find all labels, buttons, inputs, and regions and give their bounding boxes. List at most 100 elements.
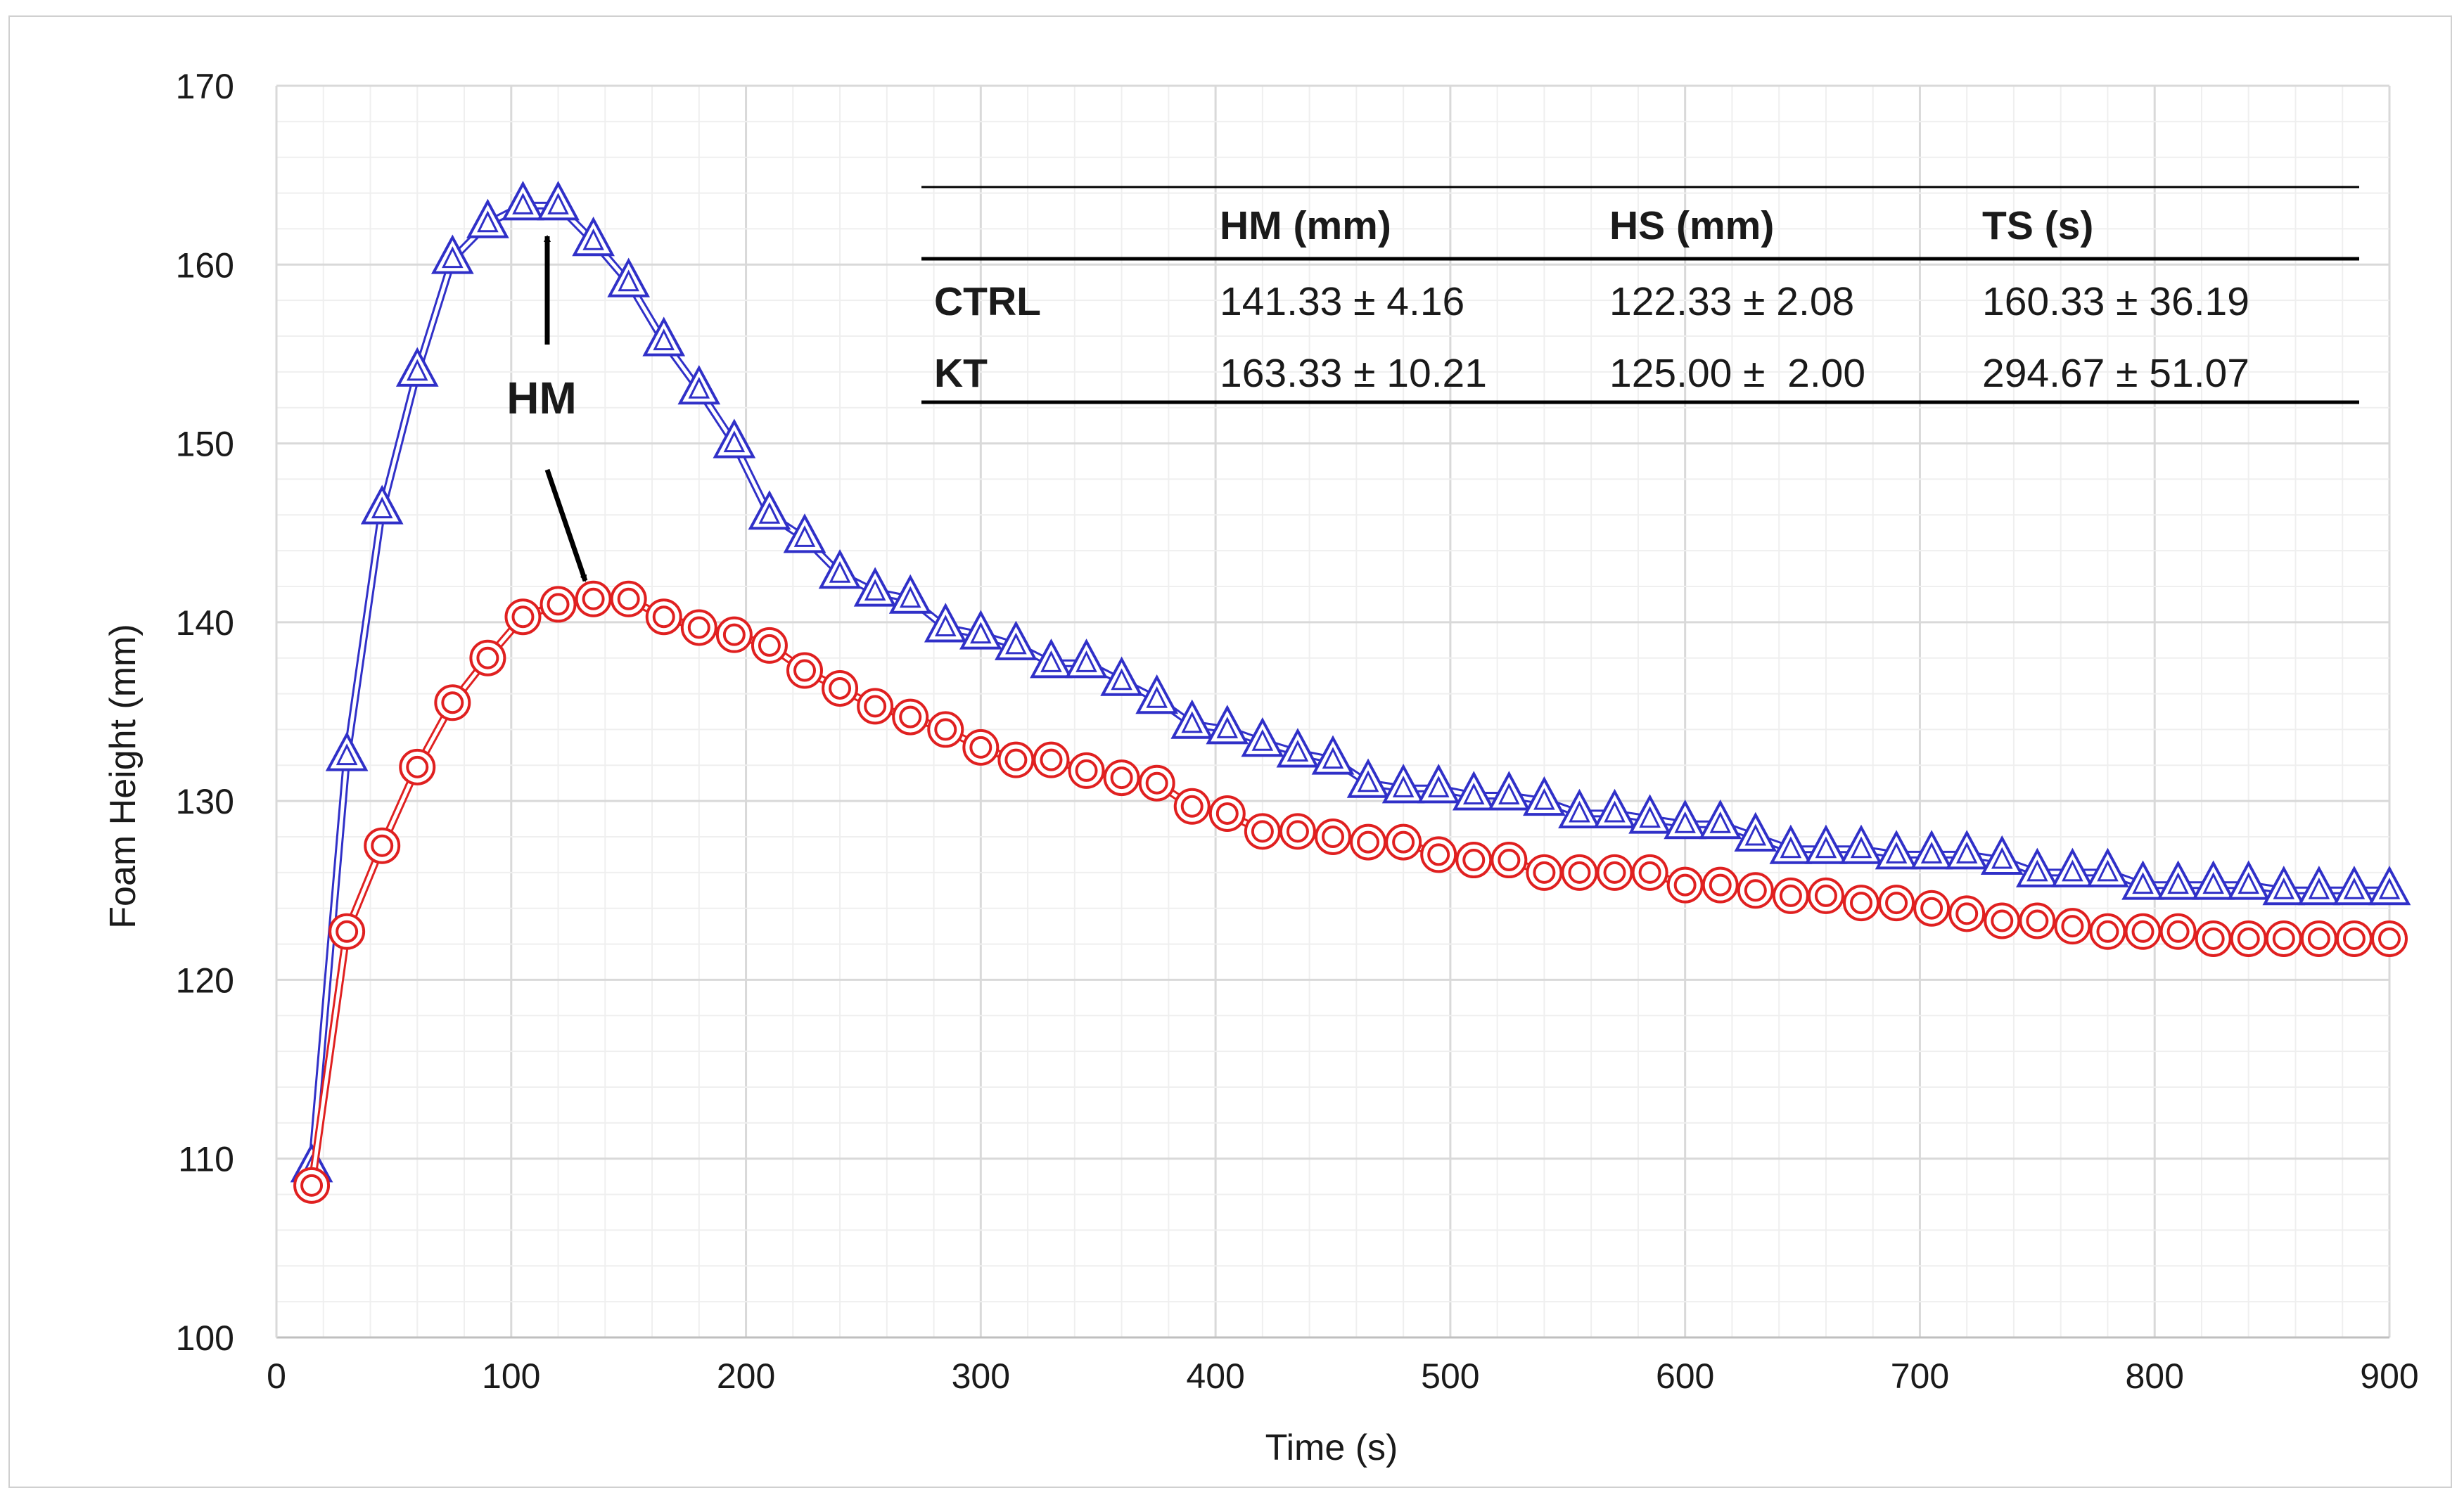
x-tick-label: 200 [717, 1356, 775, 1396]
data-point-inner-ctrl [1885, 892, 1908, 915]
data-point-inner-kt [618, 269, 639, 292]
data-point-inner-kt [2132, 872, 2154, 894]
data-point-ctrl [2335, 920, 2373, 957]
hm-label: HM [506, 373, 577, 423]
data-point-inner-kt [934, 615, 957, 636]
data-point-inner-kt [1322, 747, 1344, 769]
data-point-inner-ctrl [899, 705, 922, 728]
series-line-ctrl [307, 595, 2389, 1186]
data-point-kt [1030, 638, 1073, 679]
data-point-inner-kt [1040, 650, 1062, 672]
data-point-inner-ctrl [1004, 748, 1028, 771]
data-point-inner-ctrl [652, 605, 675, 629]
data-point-inner-ctrl [2166, 920, 2190, 943]
data-point-ctrl [2265, 920, 2302, 957]
data-point-kt [995, 620, 1038, 660]
data-point-ctrl [1350, 823, 1387, 861]
data-point-inner-kt [2238, 872, 2260, 894]
data-point-inner-ctrl [441, 691, 464, 714]
data-point-ctrl [1596, 854, 1633, 891]
data-point-ctrl [645, 598, 682, 636]
table-header-ts: TS (s) [1982, 203, 2093, 248]
data-point-kt [1311, 735, 1355, 775]
y-tick-label: 170 [176, 67, 234, 106]
data-point-inner-kt [1885, 842, 1908, 864]
gridlines [275, 84, 2391, 1339]
data-point-inner-kt [2202, 872, 2224, 894]
data-point-kt [1417, 764, 1460, 804]
data-point-kt [1699, 799, 1742, 840]
data-point-inner-ctrl [617, 587, 640, 610]
data-point-kt [677, 365, 721, 405]
data-point-ctrl [715, 616, 753, 653]
data-point-inner-ctrl [1498, 849, 1521, 872]
table-row-kt-hm: 163.33 ± 10.21 [1220, 351, 1487, 396]
data-point-ctrl [434, 684, 471, 721]
data-point-ctrl [751, 627, 788, 664]
data-point-ctrl [1420, 836, 1457, 873]
data-point-ctrl [822, 669, 859, 707]
data-point-ctrl [1702, 866, 1739, 904]
data-point-kt [1381, 764, 1425, 804]
y-tick-label: 130 [176, 782, 234, 821]
data-point-inner-kt [829, 560, 851, 583]
data-point-kt [713, 418, 756, 458]
data-point-kt [2192, 860, 2235, 900]
data-point-inner-kt [582, 228, 604, 250]
table-header-hm: HM (mm) [1220, 203, 1391, 248]
x-tick-label: 100 [482, 1356, 540, 1396]
data-point-kt [1628, 794, 1671, 834]
data-point-inner-kt [1639, 806, 1661, 828]
data-point-ctrl [1244, 813, 1281, 850]
data-point-inner-kt [2167, 872, 2189, 894]
data-point-kt [818, 548, 862, 589]
data-point-kt [924, 603, 967, 643]
data-point-inner-kt [1498, 783, 1520, 805]
data-point-ctrl [1208, 795, 1246, 832]
series-line-kt [307, 201, 2389, 1168]
y-tick-label: 120 [176, 961, 234, 1000]
data-point-inner-ctrl [1215, 802, 1239, 825]
data-point-inner-ctrl [1180, 795, 1204, 818]
data-point-inner-ctrl [1568, 861, 1591, 884]
data-point-ctrl [927, 711, 964, 748]
data-point-inner-kt [1955, 842, 1978, 864]
data-point-inner-kt [1850, 836, 1872, 859]
data-point-ctrl [892, 698, 929, 736]
data-point-kt [888, 574, 932, 614]
data-point-kt [1980, 835, 2024, 875]
data-point-inner-kt [371, 496, 393, 519]
data-point-inner-ctrl [1145, 771, 1168, 795]
y-tick-label: 110 [178, 1140, 234, 1179]
data-point-kt [1945, 830, 1989, 870]
data-point-ctrl [1279, 813, 1316, 850]
data-point-inner-kt [1287, 740, 1309, 762]
data-point-inner-kt [406, 359, 428, 381]
x-axis-title: Time (s) [1265, 1427, 1398, 1468]
data-point-inner-ctrl [1991, 909, 2014, 932]
data-point-inner-kt [1111, 668, 1132, 691]
data-point-ctrl [1878, 885, 1915, 922]
data-point-inner-kt [336, 743, 358, 766]
data-point-kt [1276, 728, 1320, 768]
data-point-kt [1804, 824, 1848, 864]
table-row-kt-hs: 125.00 ± 2.00 [1609, 351, 1865, 396]
x-tick-label: 300 [952, 1356, 1010, 1396]
data-point-inner-kt [2273, 877, 2295, 899]
data-point-inner-ctrl [793, 659, 816, 682]
data-point-inner-ctrl [758, 634, 781, 657]
data-point-inner-ctrl [2342, 927, 2366, 950]
data-point-ctrl [786, 652, 823, 689]
data-point-ctrl [2159, 913, 2197, 950]
table-row-ctrl-label: CTRL [934, 279, 1041, 324]
data-point-kt [2121, 860, 2164, 900]
data-point-inner-kt [1392, 775, 1415, 797]
data-point-inner-ctrl [1322, 826, 1344, 848]
data-point-inner-ctrl [1744, 879, 1767, 902]
data-point-ctrl [1737, 872, 1774, 909]
data-point-inner-ctrl [2272, 927, 2295, 950]
data-point-inner-kt [477, 210, 499, 233]
data-point-inner-ctrl [547, 593, 570, 616]
data-point-inner-ctrl [406, 755, 429, 778]
